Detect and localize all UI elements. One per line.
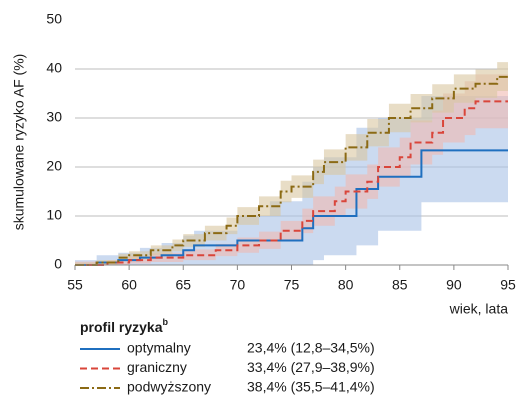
legend-label: podwyższony <box>127 379 211 395</box>
legend-label: graniczny <box>127 359 187 375</box>
x-tick-label: 95 <box>500 277 516 293</box>
y-tick-label: 40 <box>46 60 62 76</box>
legend-title-sup: b <box>162 317 168 327</box>
x-tick-label: 55 <box>67 277 83 293</box>
y-tick-label: 0 <box>54 256 62 272</box>
x-tick-label: 60 <box>121 277 137 293</box>
y-tick-label: 30 <box>46 109 62 125</box>
x-tick-label: 85 <box>392 277 408 293</box>
x-tick-label: 75 <box>284 277 300 293</box>
legend-summary: 38,4% (35,5–41,4%) <box>247 379 375 395</box>
legend-label: optymalny <box>127 340 191 356</box>
legend-summary: 23,4% (12,8–34,5%) <box>247 340 375 356</box>
y-axis-label: skumulowane ryzyko AF (%) <box>11 54 27 231</box>
x-tick-label: 65 <box>175 277 191 293</box>
y-tick-label: 10 <box>46 207 62 223</box>
y-tick-label: 20 <box>46 158 62 174</box>
x-tick-label: 80 <box>338 277 354 293</box>
legend-summary: 33,4% (27,9–38,9%) <box>247 359 375 375</box>
step-line <box>75 100 508 266</box>
legend-title-text: profil ryzyka <box>80 319 163 335</box>
x-tick-label: 70 <box>230 277 246 293</box>
y-tick-label: 50 <box>46 11 62 27</box>
x-axis-label: wiek, lata <box>449 301 509 317</box>
legend-title: profil ryzykab <box>80 317 168 334</box>
x-tick-label: 90 <box>446 277 462 293</box>
confidence-band <box>75 62 508 265</box>
step-line <box>75 75 508 266</box>
